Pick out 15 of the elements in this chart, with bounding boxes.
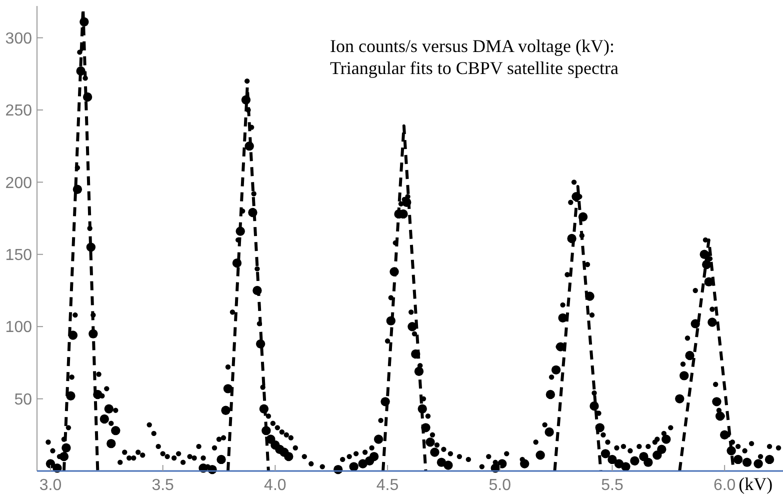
- x-axis-title: (kV): [738, 474, 773, 494]
- x-tick-label: 4.5: [376, 477, 399, 494]
- y-tick-label: 200: [5, 174, 32, 192]
- y-tick-label: 50: [14, 391, 32, 408]
- y-tick-label: 300: [5, 30, 32, 48]
- text: Ion counts/s versus DMA voltage (kV): Triangular fits to CBPV satellite spectra: [330, 36, 618, 78]
- x-tick-label: 4.0: [264, 477, 286, 494]
- x-tick-label: 3.0: [39, 477, 62, 494]
- x-tick-label: 5.0: [488, 477, 512, 494]
- y-tick-label: 150: [5, 246, 32, 264]
- x-tick-label: 3.5: [152, 477, 174, 494]
- x-tick-label: 6.0: [713, 477, 736, 494]
- x-tick-label: 5.5: [601, 477, 624, 494]
- y-tick-label: 100: [5, 319, 32, 336]
- y-tick-label: 250: [5, 102, 32, 120]
